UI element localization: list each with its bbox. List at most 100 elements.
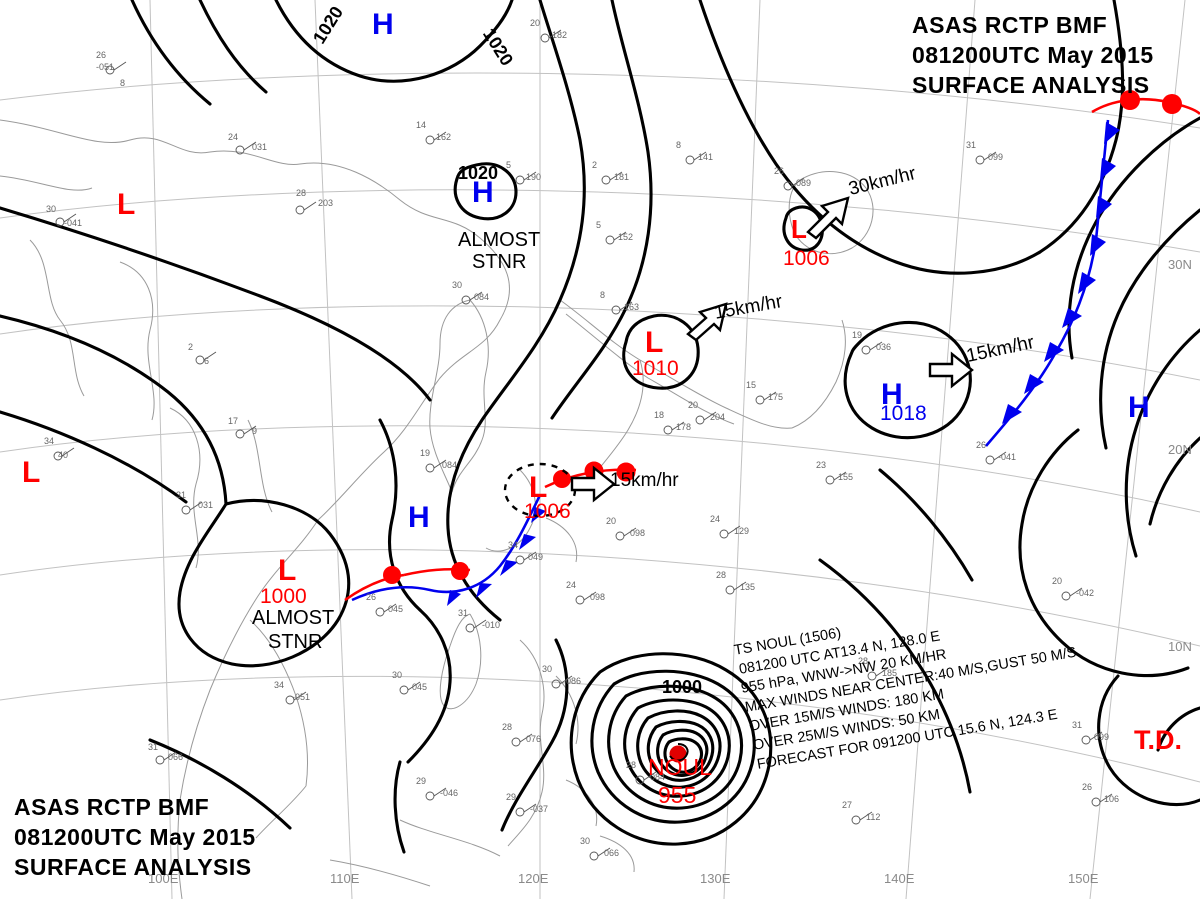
svg-text:178: 178 [676,422,691,432]
arrow-15kmhr-l1006 [570,465,616,503]
isobar-label-1000-typhoon: 1000 [662,677,703,697]
low-marker-1000: L [278,554,297,587]
low-value-1010: 1010 [632,357,679,380]
svg-text:066: 066 [604,848,619,858]
svg-text:24: 24 [228,132,238,142]
title-bottom-left-line-3: SURFACE ANALYSIS [14,854,252,880]
svg-text:34: 34 [44,436,54,446]
lon-label-100e: 100E [148,871,179,886]
svg-text:181: 181 [614,172,629,182]
svg-text:19: 19 [420,448,430,458]
svg-text:045: 045 [412,682,427,692]
svg-text:20: 20 [530,18,540,28]
svg-text:26: 26 [96,50,106,60]
high-marker-1018: H [881,378,903,411]
svg-text:-042: -042 [1076,588,1094,598]
svg-text:084: 084 [442,460,457,470]
svg-text:162: 162 [436,132,451,142]
warm-front-main [544,461,637,489]
svg-text:34: 34 [508,540,518,550]
svg-text:099: 099 [1094,732,1109,742]
svg-text:086: 086 [566,676,581,686]
svg-text:30: 30 [392,670,402,680]
svg-text:26: 26 [774,166,784,176]
svg-text:24: 24 [710,514,720,524]
svg-text:036: 036 [876,342,891,352]
low-marker-1006-ne: L [791,214,807,244]
svg-text:17: 17 [228,416,238,426]
low-value-1006-ne: 1006 [783,247,830,270]
svg-text:152: 152 [618,232,633,242]
svg-text:099: 099 [988,152,1003,162]
lon-label-140e: 140E [884,871,915,886]
svg-text:089: 089 [796,178,811,188]
lon-label-120e: 120E [518,871,549,886]
low-marker-1006-main: L [529,471,548,504]
svg-text:20: 20 [1052,576,1062,586]
warm-front-west [344,562,471,602]
svg-text:23: 23 [816,460,826,470]
motion-label-15kmhr-l1006: 15km/hr [610,470,679,491]
svg-text:175: 175 [768,392,783,402]
title-top-right-line-3: SURFACE ANALYSIS [912,72,1150,98]
lat-label-20n: 20N [1168,442,1192,457]
lon-label-130e: 130E [700,871,731,886]
svg-text:-051: -051 [96,62,114,72]
low-marker-far-left-top: L [117,188,136,221]
high-1020-note-line1: ALMOST [458,229,541,251]
low-1000-note-line2: STNR [268,631,323,653]
high-marker-top: H [372,8,394,41]
svg-text:31: 31 [966,140,976,150]
low-marker-1010: L [645,326,664,359]
svg-text:26: 26 [366,592,376,602]
arrow-15kmhr-l1010 [686,302,728,342]
svg-text:182: 182 [552,30,567,40]
svg-text:135: 135 [740,582,755,592]
svg-text:141: 141 [698,152,713,162]
lon-label-150e: 150E [1068,871,1099,886]
svg-text:106: 106 [1104,794,1119,804]
title-top-right-line-2: 081200UTC May 2015 [912,42,1154,68]
svg-text:185: 185 [882,668,897,678]
svg-text:30: 30 [542,664,552,674]
warm-front-northeast [1091,90,1200,115]
svg-text:112: 112 [866,812,880,822]
svg-text:8: 8 [676,140,681,150]
svg-text:20: 20 [688,400,698,410]
svg-text:-041: -041 [64,218,82,228]
svg-text:28: 28 [502,722,512,732]
high-marker-mid-left: H [408,501,430,534]
lon-label-110e: 110E [330,871,360,886]
svg-text:28: 28 [626,760,636,770]
svg-text:31: 31 [458,608,468,618]
svg-text:5: 5 [506,160,511,170]
svg-text:8: 8 [120,78,125,88]
svg-text:26: 26 [1082,782,1092,792]
svg-text:190: 190 [526,172,541,182]
svg-text:29: 29 [506,792,516,802]
svg-text:24: 24 [566,580,576,590]
svg-text:031: 031 [198,500,213,510]
svg-text:28: 28 [296,188,306,198]
arrow-15kmhr-h1018 [928,351,974,389]
title-top-right: ASAS RCTP BMF 081200UTC May 2015 SURFACE… [912,14,1154,104]
svg-text:129: 129 [734,526,749,536]
svg-text:14: 14 [416,120,426,130]
high-marker-far-right: H [1128,391,1150,424]
svg-text:-046: -046 [440,788,458,798]
svg-text:098: 098 [590,592,605,602]
svg-text:20: 20 [606,516,616,526]
isobar-label-1020-c: 1020 [458,163,499,183]
arrow-30kmhr [806,196,850,240]
high-1020-note-line2: STNR [472,251,527,273]
svg-text:6: 6 [204,356,209,366]
svg-text:30: 30 [580,836,590,846]
svg-text:27: 27 [842,800,852,810]
svg-text:15: 15 [746,380,756,390]
cold-front-northeast [985,119,1120,447]
svg-text:28: 28 [716,570,726,580]
